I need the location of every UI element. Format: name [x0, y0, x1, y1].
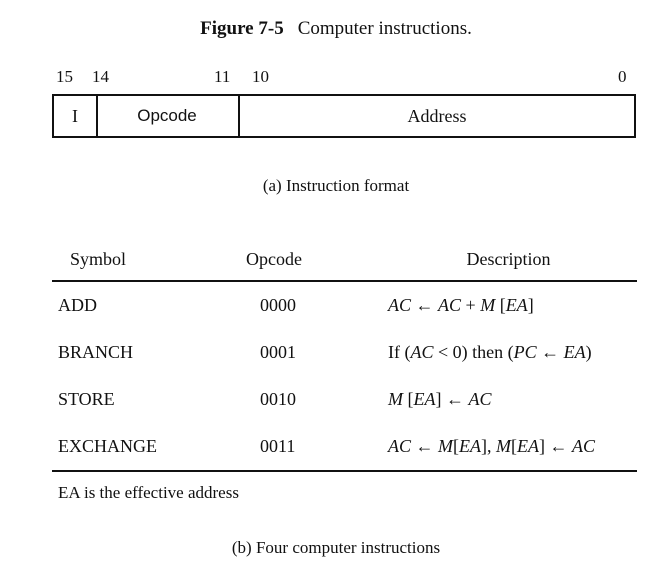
cell-description: If (AC < 0) then (PC ← EA) — [388, 342, 592, 362]
table-row: ADD 0000 AC ← AC + M [EA] — [52, 281, 637, 329]
bit-label-11: 11 — [214, 67, 231, 86]
cell-description: AC ← M[EA], M[EA] ← AC — [380, 423, 637, 472]
bit-label-15: 15 — [56, 67, 73, 86]
bit-label-0: 0 — [618, 67, 627, 86]
field-opcode: Opcode — [96, 96, 240, 136]
header-description: Description — [380, 238, 637, 282]
cell-description: M [EA] ← AC — [388, 389, 492, 409]
caption-instruction-format: (a) Instruction format — [262, 176, 410, 195]
cell-symbol: STORE — [58, 389, 115, 409]
table-row: EXCHANGE 0011 AC ← M[EA], M[EA] ← AC — [52, 423, 637, 472]
table-note: EA is the effective address — [58, 483, 239, 502]
cell-opcode: 0010 — [260, 389, 296, 409]
table-header-row: Symbol Opcode Description — [52, 238, 637, 282]
figure-title: Figure 7-5 Computer instructions. — [0, 18, 672, 40]
cell-symbol: EXCHANGE — [52, 423, 240, 472]
instruction-table: Symbol Opcode Description ADD 0000 AC ← AC… — [52, 238, 637, 472]
bit-label-10: 10 — [252, 67, 269, 86]
field-address: Address — [407, 106, 467, 126]
figure-label: Figure 7-5 — [200, 18, 284, 39]
header-symbol: Symbol — [52, 238, 240, 282]
cell-opcode: 0001 — [260, 342, 296, 362]
caption-four-instructions: (b) Four computer instructions — [231, 538, 441, 557]
bit-label-14: 14 — [92, 67, 109, 86]
cell-symbol: BRANCH — [58, 342, 134, 362]
cell-opcode: 0011 — [240, 423, 380, 472]
cell-description: AC ← AC + M [EA] — [388, 295, 534, 315]
table-row: BRANCH 0001 If (AC < 0) then (PC ← EA) — [52, 329, 637, 376]
cell-symbol: ADD — [58, 295, 97, 315]
header-opcode: Opcode — [240, 238, 380, 282]
figure-title-text: Computer instructions. — [297, 18, 472, 39]
cell-opcode: 0000 — [260, 295, 296, 315]
field-indirect: I — [54, 96, 98, 136]
instruction-format-box: I Opcode Address — [52, 94, 636, 138]
table-row: STORE 0010 M [EA] ← AC — [52, 376, 637, 423]
